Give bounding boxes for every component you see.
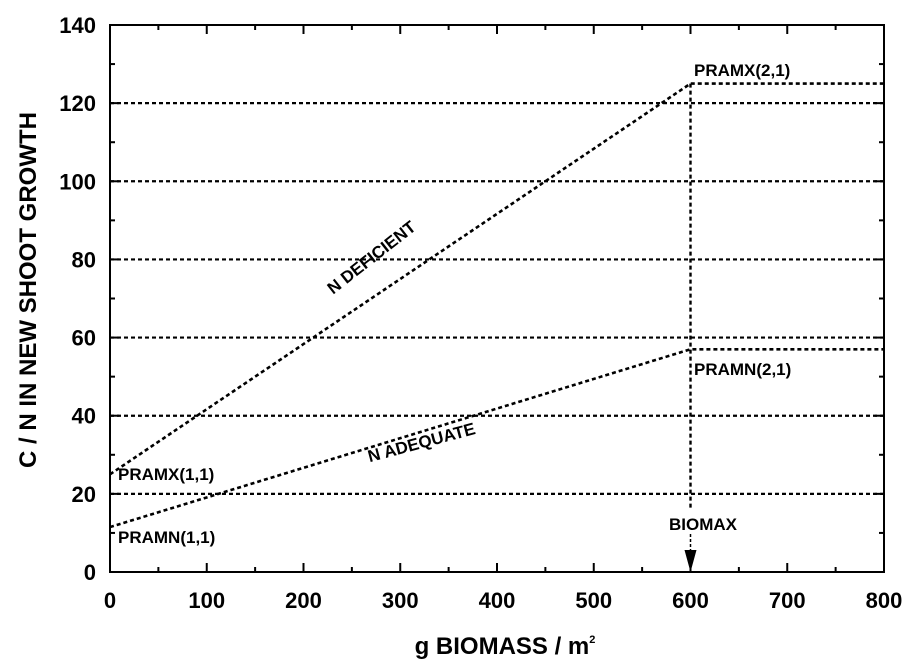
pramn-1-1-label: PRAMN(1,1) — [118, 528, 215, 547]
x-tick-label-500: 500 — [575, 588, 612, 613]
x-tick-label-200: 200 — [285, 588, 322, 613]
series-label-n-deficient: N DEFICIENT — [324, 217, 420, 298]
series-line-n-adequate — [109, 347, 884, 529]
pramx-2-1-label: PRAMX(2,1) — [694, 61, 790, 80]
x-tick-label-400: 400 — [479, 588, 516, 613]
y-tick-label-40: 40 — [72, 404, 96, 429]
biomax-arrow-head — [684, 550, 697, 572]
axis-ticks — [109, 24, 885, 573]
series-label-n-adequate: N ADEQUATE — [366, 419, 478, 466]
y-tick-label-140: 140 — [59, 13, 96, 38]
y-tick-label-0: 0 — [84, 560, 96, 585]
biomax-marker — [684, 83, 697, 572]
pramx-1-1-label: PRAMX(1,1) — [118, 465, 214, 484]
pramn-2-1-label: PRAMN(2,1) — [694, 360, 791, 379]
y-tick-label-20: 20 — [72, 482, 96, 507]
x-tick-label-0: 0 — [104, 588, 116, 613]
y-tick-label-100: 100 — [59, 169, 96, 194]
x-axis-title: g BIOMASS / m2 — [415, 633, 596, 660]
gridlines — [110, 102, 884, 495]
series-group — [109, 82, 884, 529]
y-tick-label-60: 60 — [72, 326, 96, 351]
x-tick-label-800: 800 — [866, 588, 903, 613]
y-axis-title: C / N IN NEW SHOOT GROWTH — [15, 112, 42, 468]
biomax-label: BIOMAX — [669, 515, 738, 534]
y-tick-label-120: 120 — [59, 91, 96, 116]
x-tick-label-100: 100 — [188, 588, 225, 613]
series-line-n-deficient — [109, 82, 884, 476]
y-tick-label-80: 80 — [72, 247, 96, 272]
plot-frame — [109, 24, 885, 573]
x-tick-label-300: 300 — [382, 588, 419, 613]
x-tick-label-600: 600 — [672, 588, 709, 613]
x-tick-label-700: 700 — [769, 588, 806, 613]
tick-labels: 0 20 40 60 80 100 120 140 0 100 200 300 400 500 600 700… — [59, 13, 902, 613]
